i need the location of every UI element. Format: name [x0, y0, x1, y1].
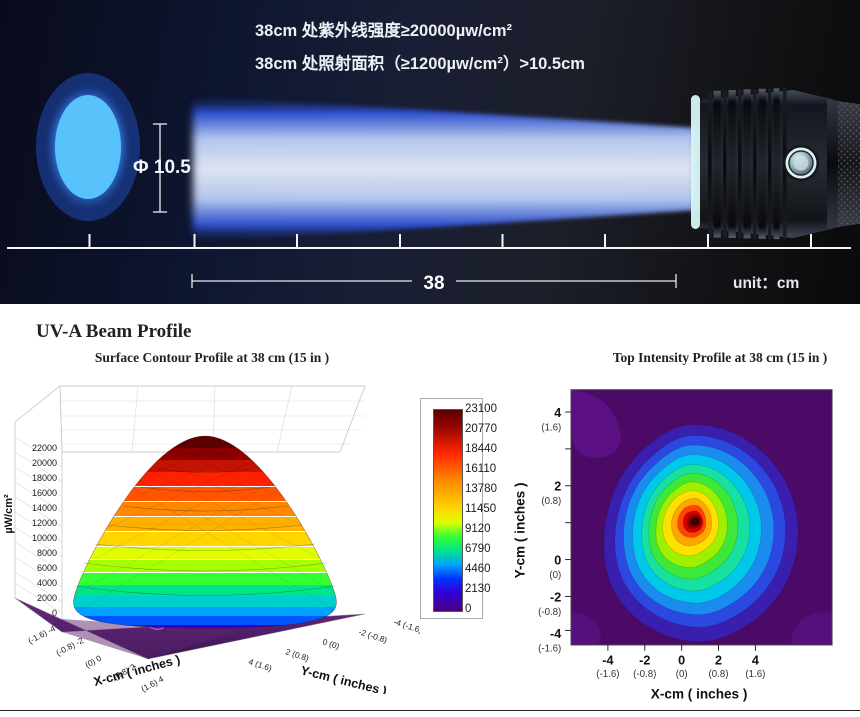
svg-text:-4: -4: [602, 653, 613, 667]
svg-text:8000: 8000: [37, 548, 57, 558]
svg-text:(0.8): (0.8): [541, 496, 561, 507]
svg-text:(0): (0): [676, 669, 688, 680]
svg-text:2: 2: [715, 653, 722, 667]
svg-text:16000: 16000: [32, 488, 57, 498]
svg-text:(-1.6): (-1.6): [596, 669, 619, 680]
svg-text:-2: -2: [550, 590, 561, 604]
svg-text:0 (0): 0 (0): [321, 636, 341, 651]
svg-text:-4 (-1.6): -4 (-1.6): [392, 616, 420, 635]
svg-text:10000: 10000: [32, 533, 57, 543]
svg-text:(0) 0: (0) 0: [83, 653, 103, 670]
svg-text:2 (0.8): 2 (0.8): [284, 646, 310, 663]
svg-text:4 (1.6): 4 (1.6): [247, 656, 273, 673]
svg-text:(-0.8): (-0.8): [538, 607, 561, 618]
svg-text:(-0.8) -2: (-0.8) -2: [54, 635, 85, 658]
svg-text:-2: -2: [639, 653, 650, 667]
svg-text:unit：cm: unit：cm: [733, 275, 799, 292]
svg-text:(1.6): (1.6): [541, 422, 561, 433]
svg-text:-4: -4: [550, 627, 561, 641]
svg-text:38: 38: [423, 273, 444, 294]
svg-text:(1.6) 4: (1.6) 4: [139, 673, 165, 693]
svg-text:X-cm ( inches ): X-cm ( inches ): [92, 652, 182, 689]
svg-text:X-cm ( inches ): X-cm ( inches ): [651, 686, 748, 701]
svg-text:14000: 14000: [32, 503, 57, 513]
svg-text:-2 (-0.8): -2 (-0.8): [357, 626, 388, 645]
svg-text:4: 4: [554, 406, 561, 420]
svg-text:(-0.8): (-0.8): [633, 669, 656, 680]
svg-text:4: 4: [752, 653, 759, 667]
svg-text:22000: 22000: [32, 443, 57, 453]
svg-text:18000: 18000: [32, 473, 57, 483]
svg-text:4000: 4000: [37, 578, 57, 588]
svg-text:6000: 6000: [37, 563, 57, 573]
svg-text:Y-cm ( inches ): Y-cm ( inches ): [512, 483, 527, 579]
svg-text:2000: 2000: [37, 593, 57, 603]
svg-text:0: 0: [678, 653, 685, 667]
svg-text:(-1.6): (-1.6): [538, 644, 561, 655]
svg-text:Y-cm ( inches ): Y-cm ( inches ): [299, 663, 388, 694]
svg-text:µW/cm²: µW/cm²: [3, 494, 15, 534]
svg-text:(1.6): (1.6): [745, 669, 765, 680]
svg-text:20000: 20000: [32, 458, 57, 468]
svg-text:2: 2: [554, 480, 561, 494]
svg-text:(0): (0): [549, 570, 561, 581]
svg-text:(-1.6) -4: (-1.6) -4: [26, 623, 57, 646]
svg-text:(0.8): (0.8): [709, 669, 729, 680]
svg-text:0: 0: [554, 553, 561, 567]
svg-text:12000: 12000: [32, 518, 57, 528]
